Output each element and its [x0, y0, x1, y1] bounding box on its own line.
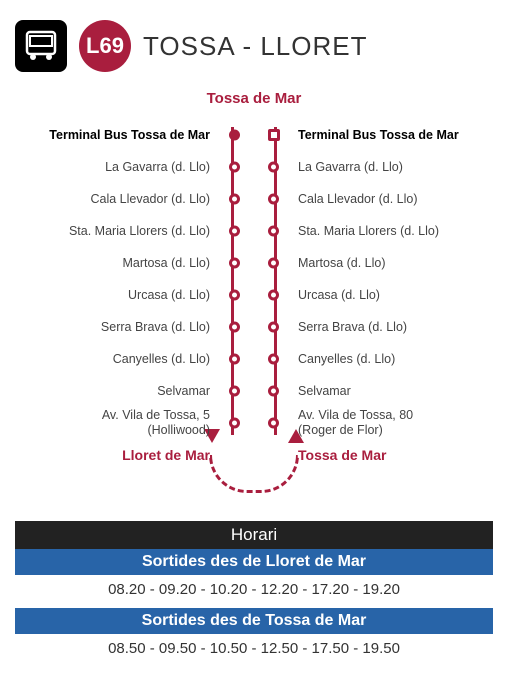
stop-label: Serra Brava (d. Llo): [101, 320, 210, 335]
stop-dot: [229, 162, 240, 173]
stop-row: Serra Brava (d. Llo): [16, 311, 254, 343]
stop-row: Urcasa (d. Llo): [16, 279, 254, 311]
route-title: TOSSA - LLORET: [143, 31, 367, 62]
stop-label: Martosa (d. Llo): [298, 256, 386, 271]
stop-label: Av. Vila de Tossa, 80(Roger de Flor): [298, 408, 413, 438]
stop-dot: [268, 354, 279, 365]
stop-dot: [268, 194, 279, 205]
stop-dot: [229, 130, 240, 141]
stop-dot: [268, 129, 280, 141]
schedule-section-heading: Sortides des de Tossa de Mar: [15, 608, 493, 634]
stop-row: Terminal Bus Tossa de Mar: [254, 119, 492, 151]
stop-label: Cala Llevador (d. Llo): [90, 192, 210, 207]
route-connector: [209, 455, 299, 493]
stop-row: Sta. Maria Llorers (d. Llo): [16, 215, 254, 247]
stop-row: Urcasa (d. Llo): [254, 279, 492, 311]
stop-dot: [229, 322, 240, 333]
stop-dot: [268, 290, 279, 301]
stop-dot: [229, 258, 240, 269]
stop-row: La Gavarra (d. Llo): [254, 151, 492, 183]
bus-icon: [15, 20, 67, 72]
stop-label: Sta. Maria Llorers (d. Llo): [298, 224, 439, 239]
stop-label: La Gavarra (d. Llo): [298, 160, 403, 175]
stop-label: Terminal Bus Tossa de Mar: [49, 128, 210, 143]
stop-row: Cala Llevador (d. Llo): [16, 183, 254, 215]
stop-label: Martosa (d. Llo): [122, 256, 210, 271]
stop-label: Canyelles (d. Llo): [298, 352, 395, 367]
stop-row: Sta. Maria Llorers (d. Llo): [254, 215, 492, 247]
stop-row: Selvamar: [254, 375, 492, 407]
line-badge: L69: [79, 20, 131, 72]
stop-label: Selvamar: [157, 384, 210, 399]
stop-dot: [268, 418, 279, 429]
stop-dot: [229, 418, 240, 429]
stop-label: Selvamar: [298, 384, 351, 399]
stop-row: Av. Vila de Tossa, 80(Roger de Flor): [254, 407, 492, 439]
stop-dot: [229, 194, 240, 205]
return-column: Terminal Bus Tossa de Mar La Gavarra (d. …: [254, 119, 492, 463]
stop-label: Sta. Maria Llorers (d. Llo): [69, 224, 210, 239]
stop-dot: [229, 386, 240, 397]
stop-row: Martosa (d. Llo): [16, 247, 254, 279]
schedule-times: 08.20 - 09.20 - 10.20 - 12.20 - 17.20 - …: [15, 575, 493, 608]
stop-row: Martosa (d. Llo): [254, 247, 492, 279]
schedule-section-heading: Sortides des de Lloret de Mar: [15, 549, 493, 575]
stop-label: Urcasa (d. Llo): [298, 288, 380, 303]
stop-label: La Gavarra (d. Llo): [105, 160, 210, 175]
stop-label: Canyelles (d. Llo): [113, 352, 210, 367]
stop-dot: [229, 226, 240, 237]
stop-row: Canyelles (d. Llo): [254, 343, 492, 375]
stop-dot: [268, 226, 279, 237]
origin-label: Tossa de Mar: [15, 90, 493, 107]
stop-label: Serra Brava (d. Llo): [298, 320, 407, 335]
schedule-table: Horari Sortides des de Lloret de Mar08.2…: [15, 521, 493, 667]
stop-row: Av. Vila de Tossa, 5(Holliwood): [16, 407, 254, 439]
schedule-title: Horari: [15, 521, 493, 549]
route-header: L69 TOSSA - LLORET: [15, 20, 493, 72]
stop-dot: [268, 386, 279, 397]
stop-row: Serra Brava (d. Llo): [254, 311, 492, 343]
stop-row: Canyelles (d. Llo): [16, 343, 254, 375]
stop-label: Terminal Bus Tossa de Mar: [298, 128, 459, 143]
stop-dot: [268, 322, 279, 333]
stop-row: Cala Llevador (d. Llo): [254, 183, 492, 215]
stop-dot: [229, 354, 240, 365]
route-diagram: Terminal Bus Tossa de Mar La Gavarra (d. …: [15, 119, 493, 463]
schedule-times: 08.50 - 09.50 - 10.50 - 12.50 - 17.50 - …: [15, 634, 493, 667]
stop-label: Cala Llevador (d. Llo): [298, 192, 418, 207]
stop-row: La Gavarra (d. Llo): [16, 151, 254, 183]
outbound-column: Terminal Bus Tossa de Mar La Gavarra (d. …: [16, 119, 254, 463]
stop-row: Selvamar: [16, 375, 254, 407]
stop-label: Urcasa (d. Llo): [128, 288, 210, 303]
stop-dot: [268, 162, 279, 173]
stop-dot: [229, 290, 240, 301]
stop-dot: [268, 258, 279, 269]
stop-row: Terminal Bus Tossa de Mar: [16, 119, 254, 151]
stop-label: Av. Vila de Tossa, 5(Holliwood): [102, 408, 210, 438]
